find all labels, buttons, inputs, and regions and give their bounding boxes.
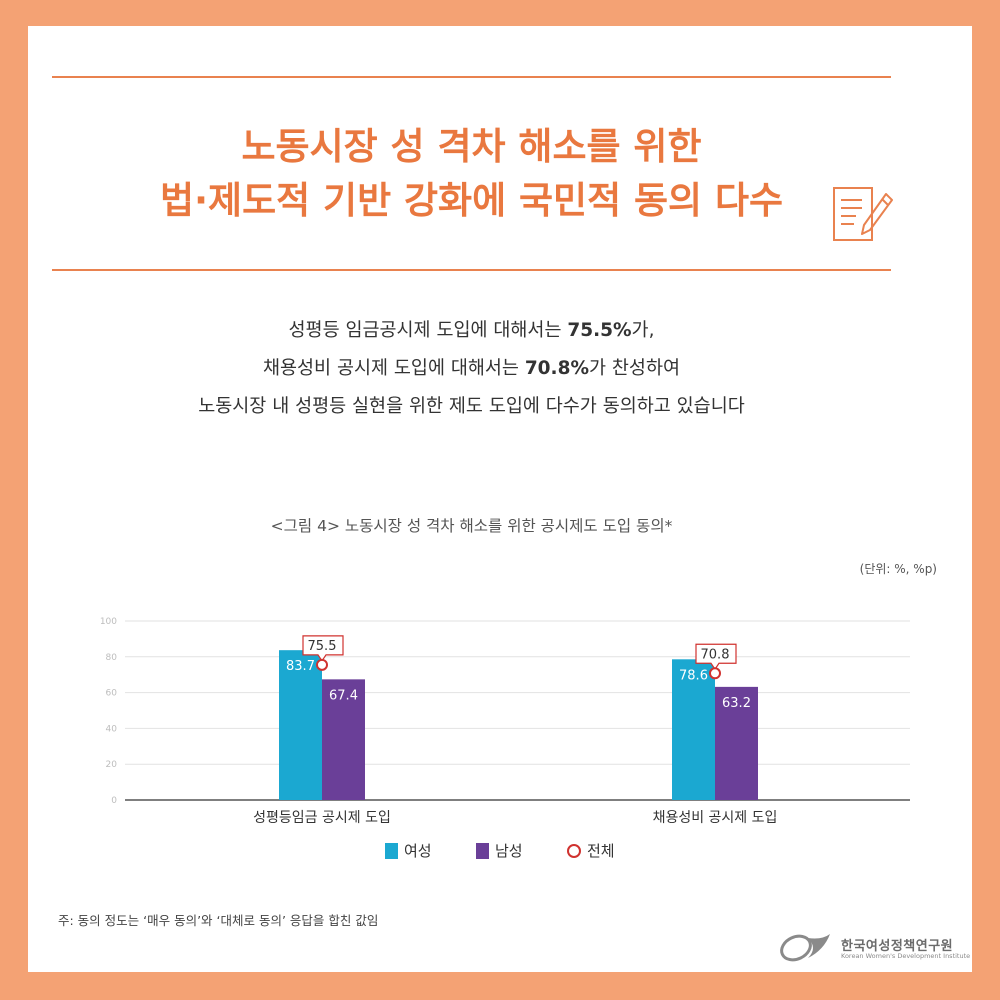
data-label-female: 78.6 <box>679 668 708 683</box>
legend-swatch-male <box>476 842 489 859</box>
headline-line-2: 법·제도적 기반 강화에 국민적 동의 다수 <box>159 179 784 222</box>
bottom-rule <box>52 269 891 271</box>
legend-item-female: 여성 <box>385 840 432 861</box>
org-name-ko: 한국여성정책연구원 <box>841 939 954 954</box>
summary-line-1: 성평등 임금공시제 도입에 대해서는 75.5%가, <box>52 312 891 350</box>
summary-text: 채용성비 공시제 도입에 대해서는 <box>263 358 525 379</box>
y-tick-label: 100 <box>100 617 117 627</box>
memo-pencil-icon <box>833 187 893 241</box>
chart-title: <그림 4> 노동시장 성 격차 해소를 위한 공시제도 도입 동의* <box>270 517 673 535</box>
summary-text: 성평등 임금공시제 도입에 대해서는 <box>288 320 568 341</box>
total-callout <box>302 635 344 662</box>
bar-female <box>279 650 322 800</box>
kwdi-logo-icon <box>780 934 830 962</box>
y-tick-label: 80 <box>106 653 118 663</box>
summary-highlight-70: 70.8% <box>524 358 589 379</box>
legend-ring-total <box>567 843 581 858</box>
summary-line-3: 노동시장 내 성평등 실현을 위한 제도 도입에 다수가 동의하고 있습니다 <box>198 396 745 417</box>
x-tick-label: 성평등임금 공시제 도입 <box>253 810 391 826</box>
total-callout <box>695 643 737 671</box>
y-tick-label: 20 <box>106 760 118 770</box>
summary-line-2: 채용성비 공시제 도입에 대해서는 70.8%가 찬성하여 <box>52 350 891 388</box>
chart-labels: 0 20 40 60 80 100 83.7 67.4 75.5 성평등임금 공시제 도입 78.6… <box>100 617 778 826</box>
bar-male <box>715 686 758 800</box>
data-label-total: 70.8 <box>701 647 730 662</box>
y-tick-label: 60 <box>106 689 118 699</box>
chart-bars <box>279 650 758 800</box>
data-label-total: 75.5 <box>308 639 337 654</box>
summary-highlight-75: 75.5% <box>567 320 632 341</box>
chart-legend: 여성 남성 전체 <box>0 840 1000 864</box>
org-name-en: Korean Women's Development Institute <box>841 952 971 960</box>
legend-label-total: 전체 <box>587 842 615 860</box>
data-label-male: 63.2 <box>722 696 751 711</box>
data-label-female: 83.7 <box>286 659 315 674</box>
summary-text: 가 찬성하여 <box>589 358 680 379</box>
legend-swatch-female <box>385 842 398 859</box>
legend-item-male: 남성 <box>476 840 523 861</box>
y-tick-label: 40 <box>106 724 118 734</box>
data-label-male: 67.4 <box>329 688 358 703</box>
summary-text: 가, <box>631 320 655 341</box>
legend-item-total: 전체 <box>567 840 615 861</box>
chart-grid <box>125 620 910 801</box>
bar-male <box>322 679 365 800</box>
bar-female <box>672 659 715 800</box>
content-card <box>28 26 972 972</box>
chart-markers <box>302 635 737 680</box>
marker-total <box>709 667 721 680</box>
unit-label: (단위: %, %p) <box>859 562 937 576</box>
legend-label-female: 여성 <box>404 842 432 860</box>
marker-total <box>316 658 328 671</box>
top-rule <box>52 76 891 78</box>
footnote: 주: 동의 정도는 ‘매우 동의’와 ‘대체로 동의’ 응답을 합친 값임 <box>58 913 379 928</box>
y-tick-label: 0 <box>111 796 117 806</box>
legend-label-male: 남성 <box>495 842 523 860</box>
headline-line-1: 노동시장 성 격차 해소를 위한 <box>241 125 702 168</box>
x-tick-label: 채용성비 공시제 도입 <box>653 810 778 826</box>
